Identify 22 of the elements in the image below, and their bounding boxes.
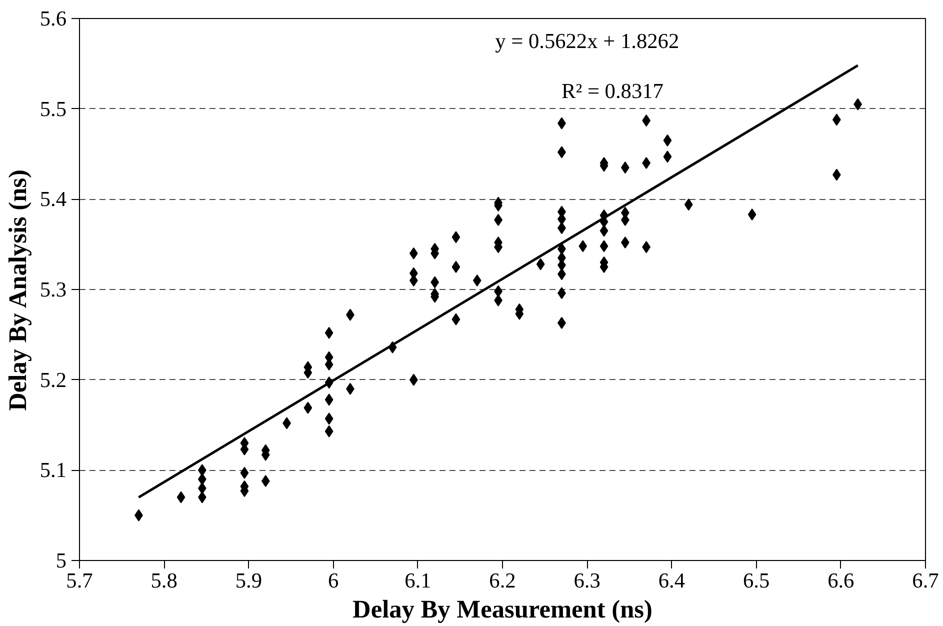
- x-tick-label: 6: [328, 568, 339, 592]
- x-tick-label: 5.7: [66, 568, 94, 592]
- x-axis-title: Delay By Measurement (ns): [352, 596, 652, 624]
- x-tick-label: 6.6: [828, 568, 855, 592]
- x-tick-label: 5.8: [150, 568, 178, 592]
- y-axis-title: Delay By Analysis (ns): [4, 170, 32, 411]
- annotation: y = 0.5622x + 1.8262: [495, 29, 680, 54]
- x-tick-label: 6.5: [742, 568, 770, 592]
- x-tick-label: 6.2: [489, 568, 516, 592]
- y-tick-label: 5.6: [40, 6, 67, 30]
- x-tick-label: 6.4: [658, 568, 686, 592]
- y-tick-label: 5: [56, 548, 67, 572]
- y-tick-label: 5.1: [40, 458, 67, 482]
- x-tick-label: 6.3: [574, 568, 600, 592]
- y-tick-label: 5.2: [40, 368, 67, 392]
- x-tick-label: 6.7: [912, 568, 940, 592]
- x-tick-label: 5.9: [235, 568, 262, 592]
- x-tick-label: 6.1: [404, 568, 432, 592]
- annotation: R² = 0.8317: [562, 78, 664, 103]
- y-tick-label: 5.4: [40, 187, 67, 212]
- y-tick-label: 5.3: [40, 278, 67, 302]
- y-tick-label: 5.5: [40, 96, 67, 121]
